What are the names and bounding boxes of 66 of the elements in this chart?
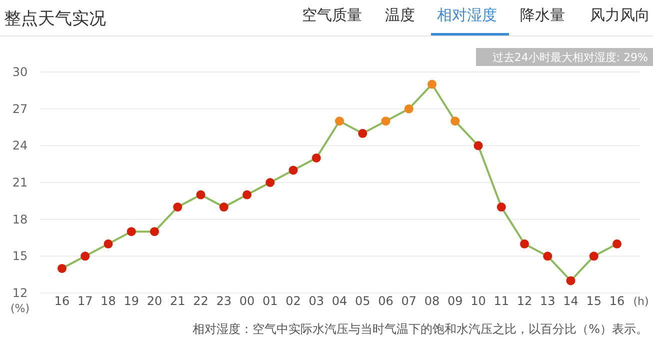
point bbox=[173, 202, 182, 212]
x-tick-label: 13 bbox=[540, 294, 556, 308]
y-tick-label: 15 bbox=[12, 249, 28, 264]
x-tick-label: 09 bbox=[447, 294, 463, 308]
y-axis-title: (%) bbox=[10, 302, 30, 315]
point bbox=[404, 104, 414, 114]
point bbox=[58, 264, 66, 273]
x-tick-label: 06 bbox=[378, 294, 394, 308]
x-tick-label: 02 bbox=[286, 294, 301, 308]
text: 空气质量 bbox=[302, 6, 362, 24]
text: 相对湿度 bbox=[437, 6, 497, 24]
point bbox=[150, 227, 159, 236]
x-tick-label: 03 bbox=[308, 294, 324, 308]
point bbox=[520, 239, 529, 248]
x-tick-label: 15 bbox=[586, 294, 602, 308]
x-tick-label: 21 bbox=[170, 294, 186, 308]
point bbox=[589, 252, 598, 261]
x-tick-label: 10 bbox=[470, 294, 486, 308]
x-tick-label: 23 bbox=[216, 294, 232, 308]
x-tick-label: 08 bbox=[424, 294, 440, 308]
y-tick-label: 18 bbox=[12, 212, 28, 226]
point bbox=[496, 202, 506, 212]
x-tick-label: 16 bbox=[54, 294, 70, 308]
y-tick-label: 27 bbox=[12, 102, 28, 116]
text: 温度 bbox=[385, 6, 415, 24]
x-axis-title: (h) bbox=[633, 295, 649, 308]
text: 降水量 bbox=[520, 6, 565, 24]
point bbox=[612, 239, 622, 248]
text: 过去24小时最大相对湿度: 29% bbox=[492, 51, 648, 64]
x-tick-label: 11 bbox=[494, 294, 510, 308]
x-tick-label: 12 bbox=[516, 294, 532, 308]
x-tick-label: 16 bbox=[609, 294, 625, 308]
text: 风力风向 bbox=[590, 6, 650, 24]
point bbox=[266, 178, 275, 187]
x-tick-label: 20 bbox=[146, 294, 162, 308]
y-tick-label: 21 bbox=[12, 176, 28, 190]
point bbox=[80, 252, 90, 261]
point bbox=[358, 128, 368, 138]
point bbox=[312, 153, 321, 162]
x-tick-label: 18 bbox=[100, 294, 116, 308]
x-tick-label: 01 bbox=[262, 294, 278, 308]
point bbox=[428, 80, 436, 89]
x-tick-label: 22 bbox=[193, 294, 208, 308]
y-tick-label: 24 bbox=[12, 138, 28, 153]
y-tick-label: 30 bbox=[12, 65, 28, 79]
point bbox=[196, 190, 206, 200]
point bbox=[335, 116, 344, 126]
point bbox=[219, 202, 228, 212]
point bbox=[450, 116, 460, 126]
x-tick-label: 05 bbox=[354, 294, 370, 308]
x-tick-label: 14 bbox=[563, 294, 578, 308]
x-tick-label: 00 bbox=[239, 294, 255, 308]
point bbox=[242, 190, 252, 200]
point bbox=[474, 141, 483, 150]
x-tick-label: 17 bbox=[77, 294, 93, 308]
point bbox=[543, 252, 552, 261]
point bbox=[381, 116, 390, 126]
x-tick-label: 19 bbox=[124, 294, 140, 308]
point bbox=[104, 239, 113, 248]
x-tick-label: 07 bbox=[401, 294, 417, 308]
chart-title: 整点天气实况 bbox=[4, 9, 106, 29]
x-tick-label: 04 bbox=[332, 294, 348, 308]
point bbox=[288, 166, 298, 175]
text: 相对湿度：空气中实际水汽压与当时气温下的饱和水汽压之比，以百分比（%）表示。 bbox=[192, 322, 648, 336]
point bbox=[126, 227, 136, 236]
point bbox=[566, 276, 576, 286]
